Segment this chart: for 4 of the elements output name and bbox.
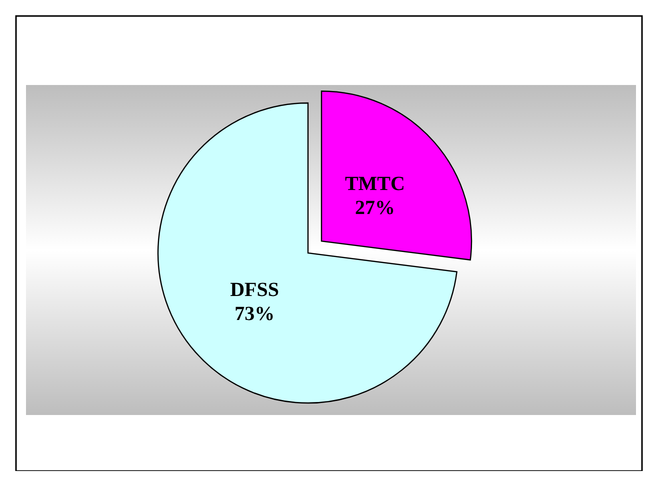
slice-label: DFSS	[230, 279, 280, 302]
data-label: 73%	[234, 303, 275, 326]
data-label: 27%	[354, 196, 395, 219]
slice-label: TMTC	[344, 172, 405, 195]
